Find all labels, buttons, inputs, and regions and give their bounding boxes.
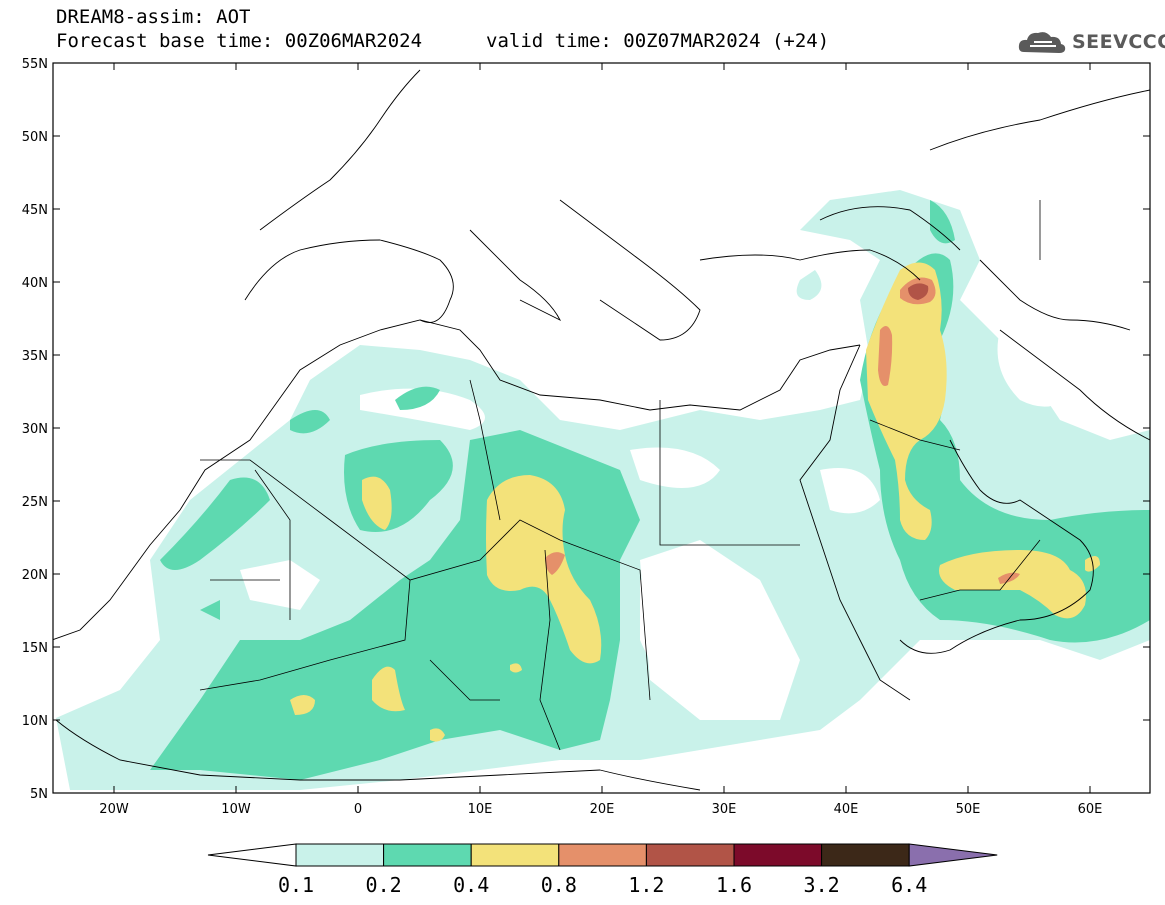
- forecast-base-time: Forecast base time: 00Z06MAR2024: [56, 30, 423, 52]
- lat-label: 30N: [22, 422, 48, 437]
- aot-band-1.2: [908, 283, 929, 300]
- map-title: DREAM8-assim: AOT: [56, 6, 251, 28]
- lon-label: 0: [354, 802, 362, 817]
- lat-label: 35N: [22, 349, 48, 364]
- colorbar-label: 6.4: [891, 873, 927, 897]
- valid-time: valid time: 00Z07MAR2024 (+24): [486, 30, 830, 52]
- aot-clear-areas: [240, 330, 1080, 720]
- lon-label: 30E: [712, 802, 737, 817]
- lat-label: 5N: [30, 787, 48, 802]
- lat-label: 50N: [22, 130, 48, 145]
- colorbar-label: 1.6: [716, 873, 752, 897]
- coastlines: [53, 69, 1150, 791]
- latitude-axis: 55N 50N 45N 40N 35N 30N 25N 20N 15N 10N 5N: [22, 57, 1150, 802]
- colorbar-label: 0.2: [366, 873, 402, 897]
- colorbar-high-arrow: [908, 843, 998, 867]
- colorbar-swatch: [821, 843, 910, 867]
- colorbar-label: 0.1: [278, 873, 314, 897]
- longitude-axis: 20W 10W 0 10E 20E 30E 40E 50E 60E: [99, 63, 1102, 817]
- lat-label: 15N: [22, 641, 48, 656]
- colorbar-label: 1.2: [628, 873, 664, 897]
- lat-label: 45N: [22, 203, 48, 218]
- colorbar-label: 3.2: [804, 873, 840, 897]
- logo-text: SEEVCCC: [1072, 31, 1165, 53]
- lon-label: 40E: [834, 802, 859, 817]
- cloud-icon: [1018, 32, 1066, 53]
- colorbar-low-arrow: [207, 843, 297, 867]
- lon-label: 20E: [590, 802, 615, 817]
- colorbar-label: 0.8: [541, 873, 577, 897]
- colorbar-swatch: [295, 843, 385, 867]
- lat-label: 55N: [22, 57, 48, 72]
- colorbar-swatch: [733, 843, 823, 867]
- lon-label: 20W: [99, 802, 129, 817]
- aot-colorbar: 0.1 0.2 0.4 0.8 1.2 1.6 3.2 6.4: [207, 843, 998, 897]
- country-borders: [199, 200, 1041, 751]
- lat-label: 40N: [22, 276, 48, 291]
- aot-field: [53, 69, 1150, 791]
- colorbar-swatch: [470, 843, 560, 867]
- colorbar-swatch: [383, 843, 472, 867]
- lon-label: 10W: [221, 802, 251, 817]
- lon-label: 50E: [956, 802, 981, 817]
- lat-label: 20N: [22, 568, 48, 583]
- lat-label: 10N: [22, 714, 48, 729]
- lon-label: 60E: [1078, 802, 1103, 817]
- aot-band-0.8: [545, 277, 1020, 584]
- colorbar-swatch: [645, 843, 735, 867]
- colorbar-label: 0.4: [453, 873, 489, 897]
- colorbar-swatch: [558, 843, 647, 867]
- lat-label: 25N: [22, 495, 48, 510]
- lon-label: 10E: [468, 802, 493, 817]
